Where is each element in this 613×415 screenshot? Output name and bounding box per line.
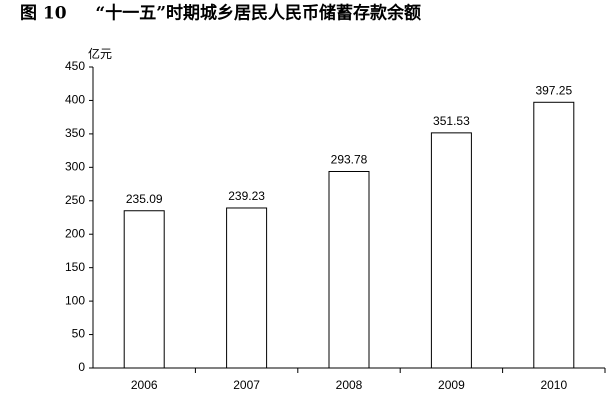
x-tick-label: 2009 — [438, 378, 465, 392]
bar — [533, 101, 575, 369]
y-tick-label: 450 — [65, 59, 85, 73]
y-axis-unit: 亿元 — [88, 46, 112, 61]
x-tick-label: 2006 — [131, 378, 158, 392]
y-tick-label: 400 — [65, 93, 85, 107]
data-label: 235.09 — [126, 192, 163, 206]
y-tick-label: 100 — [65, 293, 85, 307]
bar — [226, 207, 268, 369]
chart-title: 图 10 “十一五”时期城乡居民人民币储蓄存款余额 — [20, 3, 421, 24]
y-tick-label: 150 — [65, 260, 85, 274]
y-tick-label: 250 — [65, 193, 85, 207]
x-tick-label: 2007 — [233, 378, 260, 392]
x-tick-label: 2008 — [336, 378, 363, 392]
bar — [430, 132, 472, 369]
y-tick-label: 0 — [78, 360, 85, 374]
data-label: 293.78 — [331, 153, 368, 167]
bar — [328, 170, 370, 369]
y-tick-label: 350 — [65, 126, 85, 140]
y-tick-label: 200 — [65, 226, 85, 240]
data-label: 239.23 — [228, 189, 265, 203]
data-label: 397.25 — [535, 83, 572, 97]
data-label: 351.53 — [433, 114, 470, 128]
x-tick-label: 2010 — [540, 378, 567, 392]
y-tick-label: 300 — [65, 160, 85, 174]
y-tick-label: 50 — [72, 327, 86, 341]
bar — [123, 210, 165, 369]
